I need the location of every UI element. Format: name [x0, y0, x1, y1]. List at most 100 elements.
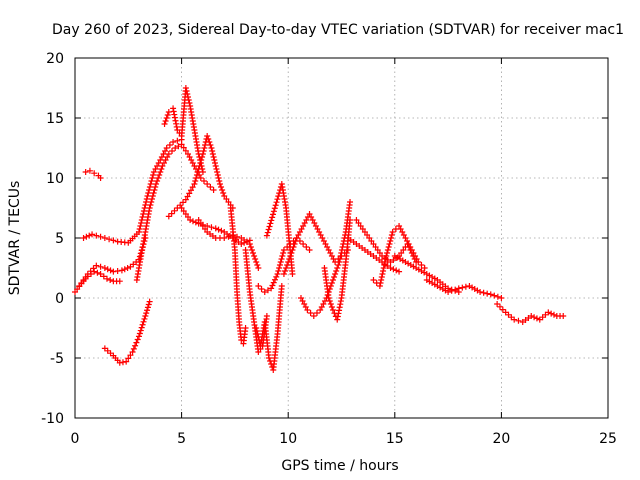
data-point [123, 358, 130, 365]
data-point [326, 298, 333, 304]
data-point [380, 265, 387, 271]
data-point [152, 184, 159, 190]
data-point [280, 271, 287, 277]
data-point [124, 265, 131, 271]
series-track-16h-to-20h [423, 277, 505, 301]
data-point [331, 274, 338, 280]
data-point [393, 267, 400, 274]
data-point [338, 247, 345, 253]
data-point [93, 262, 100, 269]
data-point [381, 259, 388, 265]
data-point [82, 169, 89, 175]
data-point [143, 196, 150, 202]
data-point [184, 193, 191, 200]
data-point [182, 85, 189, 91]
data-point [204, 133, 211, 139]
data-point [186, 100, 193, 106]
data-point [157, 169, 164, 175]
data-point [149, 196, 156, 202]
data-point [280, 250, 287, 256]
series-track-peak-5h [161, 85, 206, 175]
data-point [207, 142, 214, 148]
data-point [166, 142, 173, 148]
chart-title: Day 260 of 2023, Sidereal Day-to-day VTE… [52, 22, 624, 38]
data-point [254, 262, 261, 268]
data-point [169, 148, 176, 154]
data-point [89, 231, 96, 238]
data-point [385, 244, 392, 250]
data-point [138, 217, 145, 223]
data-point [210, 187, 217, 193]
data-point [97, 271, 104, 277]
data-point [172, 117, 179, 124]
data-point [201, 145, 208, 151]
data-point [263, 313, 270, 319]
data-point [389, 229, 396, 235]
data-point [191, 181, 198, 187]
data-point [170, 139, 177, 145]
data-point [328, 304, 335, 310]
data-point [276, 262, 283, 268]
data-point [275, 193, 282, 200]
data-point [253, 328, 260, 334]
data-point [163, 145, 170, 151]
data-point [151, 187, 158, 193]
data-point [218, 184, 225, 190]
data-point [140, 208, 147, 214]
data-point [206, 139, 213, 145]
axis-ticks: 0 5 10 15 20 25 -10 -5 0 5 10 15 20 [41, 51, 617, 447]
series-track-dip-12h [321, 217, 354, 323]
data-point [87, 268, 94, 275]
data-point [205, 136, 212, 142]
data-point [218, 227, 225, 234]
data-point [248, 247, 255, 253]
series-track-rise-3h [133, 141, 217, 283]
data-point [180, 144, 187, 151]
data-point [496, 303, 503, 310]
data-point [337, 256, 344, 262]
data-point [127, 352, 134, 359]
data-point [145, 301, 152, 308]
data-point [192, 178, 199, 184]
data-point [376, 283, 383, 289]
data-point [264, 287, 271, 294]
data-point [273, 273, 280, 280]
data-point [390, 266, 397, 273]
y-axis-label: SDTVAR / TECUs [7, 181, 23, 296]
data-point [165, 213, 172, 220]
x-tick-label: 0 [71, 431, 80, 447]
data-point [173, 120, 180, 127]
data-point [548, 310, 555, 317]
data-point [200, 178, 207, 184]
data-point [147, 202, 154, 208]
data-point [268, 217, 275, 224]
data-point [560, 313, 567, 319]
data-point [170, 105, 177, 112]
data-point [452, 286, 459, 293]
data-point [139, 321, 146, 328]
data-point [86, 167, 93, 174]
data-point [103, 275, 110, 282]
data-point [274, 271, 281, 277]
data-point [280, 247, 287, 253]
data-point [273, 199, 280, 206]
data-point [261, 289, 268, 295]
data-point [242, 325, 249, 331]
y-tick-label: 20 [46, 51, 64, 67]
data-point [210, 154, 217, 160]
data-point [335, 262, 342, 268]
data-point [387, 238, 394, 244]
data-point [216, 181, 223, 187]
data-point [149, 193, 156, 199]
series-track-osc-9h [253, 283, 285, 373]
data-point [511, 316, 518, 323]
data-point [271, 276, 278, 283]
data-point [445, 289, 452, 295]
data-point [174, 137, 181, 144]
data-point [545, 309, 552, 316]
data-point [175, 143, 182, 150]
y-tick-label: 0 [55, 291, 64, 307]
data-point [142, 313, 149, 319]
data-point [247, 244, 254, 250]
data-point [307, 310, 314, 316]
